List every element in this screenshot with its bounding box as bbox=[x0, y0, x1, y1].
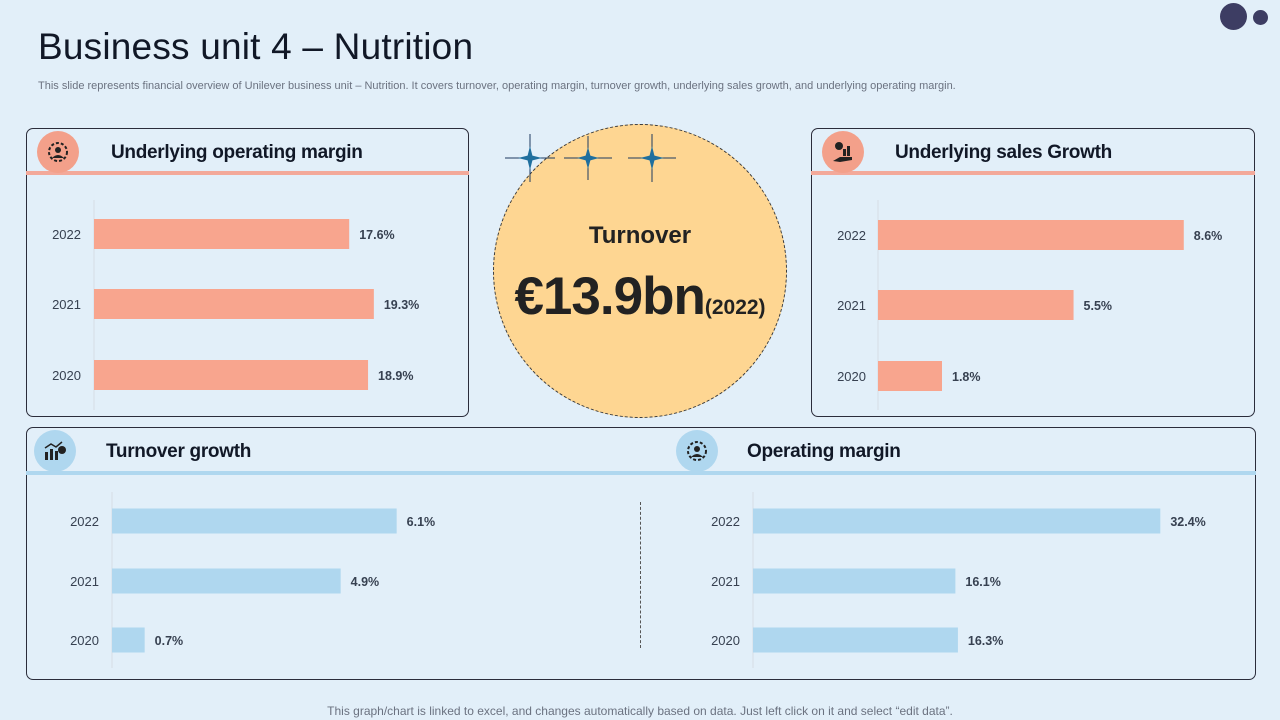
sparkle-icon bbox=[628, 134, 676, 182]
header-line bbox=[26, 471, 1256, 475]
panel-title: Turnover growth bbox=[106, 441, 252, 462]
panel-bottom: Turnover growth Operating margin bbox=[26, 427, 1256, 680]
tick-label: 2021 bbox=[711, 574, 740, 589]
bar bbox=[878, 361, 942, 391]
bar bbox=[94, 289, 374, 319]
divider-line bbox=[640, 502, 641, 648]
footer-note: This graph/chart is linked to excel, and… bbox=[327, 704, 953, 718]
bar bbox=[94, 219, 350, 249]
bar bbox=[878, 220, 1184, 250]
sparkle-icon bbox=[564, 136, 612, 180]
bar-chart-icon bbox=[34, 430, 76, 472]
bar bbox=[753, 508, 1161, 534]
tick-label: 2022 bbox=[837, 228, 866, 243]
tick-label: 2020 bbox=[711, 633, 740, 648]
decor-dot-large bbox=[1220, 3, 1247, 30]
bar bbox=[878, 290, 1074, 320]
tick-label: 2022 bbox=[70, 514, 99, 529]
turnover-value: €13.9bn bbox=[514, 267, 705, 326]
tick-label: 2022 bbox=[52, 227, 81, 242]
panel-title: Underlying operating margin bbox=[111, 142, 363, 163]
data-label: 16.1% bbox=[965, 575, 1000, 589]
sparkle-icons bbox=[505, 134, 676, 182]
tick-label: 2020 bbox=[52, 368, 81, 383]
gear-people-icon bbox=[676, 430, 718, 472]
bar bbox=[112, 508, 397, 534]
bar bbox=[112, 568, 341, 594]
tick-label: 2020 bbox=[70, 633, 99, 648]
tick-label: 2021 bbox=[70, 574, 99, 589]
turnover-year: (2022) bbox=[704, 296, 766, 319]
tick-label: 2022 bbox=[711, 514, 740, 529]
sparkle-icon bbox=[505, 134, 555, 182]
page-title: Business unit 4 – Nutrition bbox=[38, 26, 474, 67]
bar bbox=[753, 568, 956, 594]
tick-label: 2020 bbox=[837, 369, 866, 384]
tick-label: 2021 bbox=[837, 298, 866, 313]
data-label: 8.6% bbox=[1194, 229, 1223, 243]
turnover-circle bbox=[493, 124, 787, 418]
data-label: 32.4% bbox=[1170, 515, 1205, 529]
data-label: 17.6% bbox=[359, 228, 394, 242]
bar bbox=[753, 627, 958, 653]
data-label: 6.1% bbox=[407, 515, 436, 529]
decor-dot-small bbox=[1253, 10, 1268, 25]
data-label: 1.8% bbox=[952, 370, 981, 384]
page-subtitle: This slide represents financial overview… bbox=[38, 80, 956, 92]
data-label: 4.9% bbox=[351, 575, 380, 589]
bar bbox=[112, 627, 145, 653]
panel-title: Underlying sales Growth bbox=[895, 142, 1112, 163]
turnover-label: Turnover bbox=[588, 222, 692, 249]
turnover-value-block: €13.9bn(2022) bbox=[493, 266, 787, 327]
gear-people-icon bbox=[37, 131, 79, 173]
header-line bbox=[811, 171, 1255, 175]
panel-title: Operating margin bbox=[747, 441, 901, 462]
data-label: 16.3% bbox=[968, 634, 1003, 648]
header-line bbox=[26, 171, 469, 175]
money-hand-icon bbox=[822, 131, 864, 173]
data-label: 18.9% bbox=[378, 369, 413, 383]
bar bbox=[94, 360, 369, 390]
tick-label: 2021 bbox=[52, 297, 81, 312]
data-label: 5.5% bbox=[1084, 299, 1113, 313]
data-label: 19.3% bbox=[384, 298, 419, 312]
data-label: 0.7% bbox=[155, 634, 184, 648]
